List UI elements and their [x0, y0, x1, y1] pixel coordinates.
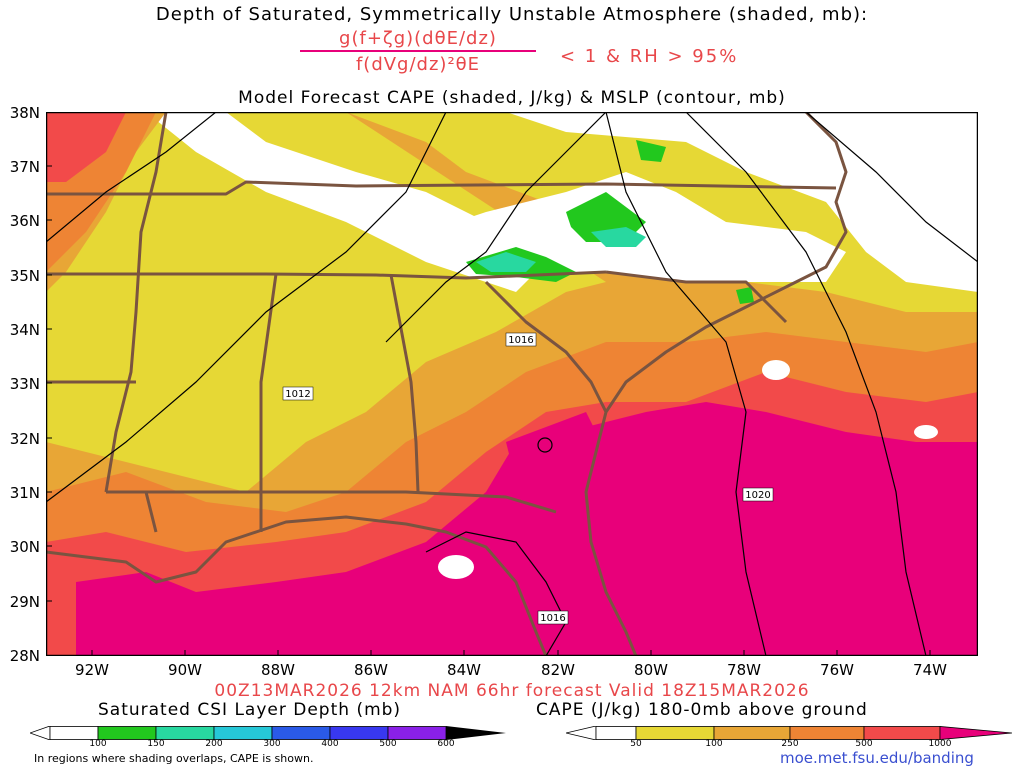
- lat-label-29n: 29N: [9, 593, 40, 611]
- tn-southern-border: [46, 270, 607, 280]
- atlantic-coast: [584, 112, 848, 656]
- isobar-label-1: 1016: [508, 335, 533, 346]
- fraction-bar: [300, 50, 536, 52]
- csi-patch-2: [476, 252, 536, 272]
- csi-patch-5: [636, 140, 666, 162]
- cape-tick-100: 100: [705, 739, 723, 749]
- al-ga-border: [389, 274, 420, 493]
- csi-tick-300: 300: [263, 739, 281, 749]
- csi-tick-500: 500: [379, 739, 397, 749]
- lat-label-28n: 28N: [9, 647, 40, 665]
- forecast-valid-time: 00Z13MAR2026 12km NAM 66hr forecast Vali…: [214, 681, 810, 701]
- csi-tick-400: 400: [321, 739, 339, 749]
- formula-numerator: g(f+ζg)(dθE/dz): [339, 28, 497, 49]
- csi-legend-title: Saturated CSI Layer Depth (mb): [98, 700, 402, 720]
- ga-sc-border: [484, 280, 608, 413]
- cape-tick-50: 50: [630, 739, 642, 749]
- lat-label-34n: 34N: [9, 321, 40, 339]
- lon-label-76w: 76W: [820, 661, 854, 679]
- isobar-1020: [685, 112, 927, 656]
- isobar-far-east: [805, 112, 978, 263]
- mississippi-river: [104, 112, 168, 493]
- cape-tick-500: 500: [855, 739, 873, 749]
- lat-label-35n: 35N: [9, 267, 40, 285]
- lon-label-82w: 82W: [541, 661, 575, 679]
- lat-label-33n: 33N: [9, 375, 40, 393]
- csi-tick-200: 200: [205, 739, 223, 749]
- cape-gap-gulf: [438, 555, 474, 579]
- isobars: [46, 112, 978, 656]
- fl-border: [146, 490, 557, 514]
- isobar-label-2: 1012: [285, 389, 310, 400]
- lon-label-84w: 84W: [447, 661, 481, 679]
- isobar-1016-south: [425, 531, 567, 656]
- isobar-labels: 1016 1012 1020 1016: [282, 332, 774, 625]
- axis-ticks: [46, 112, 931, 656]
- cape-gap-atlantic: [762, 360, 790, 380]
- forecast-map: 1016 1012 1020 1016: [46, 112, 978, 656]
- boundaries: [46, 112, 848, 656]
- isobar-label-3: 1020: [745, 490, 770, 501]
- map-title: Depth of Saturated, Symmetrically Unstab…: [155, 4, 869, 25]
- csi-colorbar: [30, 726, 506, 740]
- overlap-note: In regions where shading overlaps, CAPE …: [34, 752, 314, 765]
- map-frame: [46, 112, 978, 656]
- map-subtitle: Model Forecast CAPE (shaded, J/kg) & MSL…: [238, 88, 786, 108]
- lat-label-36n: 36N: [9, 212, 40, 230]
- lat-label-31n: 31N: [9, 484, 40, 502]
- isobar-east: [605, 112, 767, 656]
- isobar-west: [46, 112, 217, 243]
- csi-tick-600: 600: [437, 739, 455, 749]
- cape-tick-250: 250: [781, 739, 799, 749]
- gulf-coast: [46, 515, 548, 656]
- lon-label-88w: 88W: [261, 661, 295, 679]
- isobar-label-4: 1016: [540, 613, 565, 624]
- lon-label-86w: 86W: [354, 661, 388, 679]
- la-border: [106, 490, 158, 533]
- ms-al-border: [259, 273, 278, 532]
- lon-label-92w: 92W: [75, 661, 109, 679]
- lat-label-30n: 30N: [9, 538, 40, 556]
- cape-tick-1000: 1000: [928, 739, 952, 749]
- cape-colorbar: [566, 726, 1012, 740]
- isobar-1012: [46, 112, 447, 503]
- lat-label-37n: 37N: [9, 158, 40, 176]
- lat-label-32n: 32N: [9, 430, 40, 448]
- csi-tick-150: 150: [147, 739, 165, 749]
- lon-label-90w: 90W: [168, 661, 202, 679]
- lon-label-78w: 78W: [727, 661, 761, 679]
- lon-label-74w: 74W: [913, 661, 947, 679]
- lon-label-80w: 80W: [634, 661, 668, 679]
- formula-denominator: f(dVg/dz)²θE: [355, 54, 481, 75]
- ky-tn-border: [46, 180, 837, 196]
- csi-patch-4: [591, 227, 646, 247]
- lat-label-38n: 38N: [9, 104, 40, 122]
- formula-condition: < 1 & RH > 95%: [560, 46, 739, 67]
- cape-1000-region: [76, 402, 978, 656]
- csi-formula: g(f+ζg)(dθE/dz) f(dVg/dz)²θE: [300, 28, 536, 75]
- isobar-1016: [385, 112, 607, 343]
- cape-gap-east: [914, 425, 938, 439]
- cape-legend-title: CAPE (J/kg) 180-0mb above ground: [536, 700, 868, 720]
- csi-patch-6: [736, 287, 754, 304]
- source-url[interactable]: moe.met.fsu.edu/banding: [780, 749, 974, 767]
- csi-tick-100: 100: [89, 739, 107, 749]
- nc-sc-border: [605, 270, 788, 324]
- isobar-local-low: [537, 437, 553, 453]
